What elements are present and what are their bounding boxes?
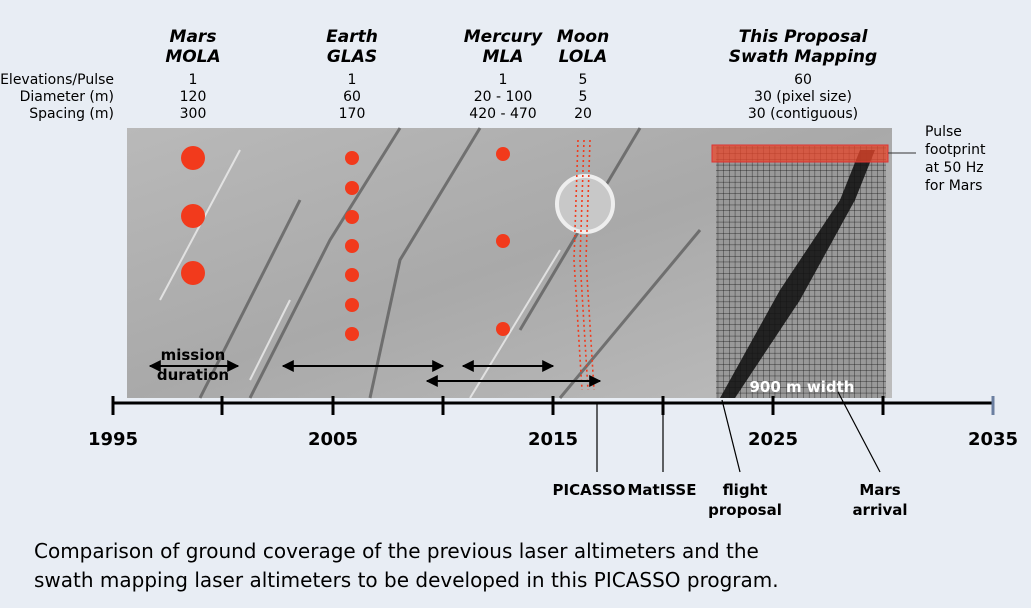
year-label: 2035 — [968, 429, 1018, 450]
year-label: 2025 — [748, 429, 798, 450]
instrument-label: MLA — [483, 47, 524, 67]
elevations: 1 — [499, 72, 508, 88]
milestone-label: Mars — [859, 481, 900, 499]
spacing: 300 — [180, 106, 207, 122]
diameter: 5 — [579, 89, 588, 105]
footprint-note: for Mars — [925, 178, 982, 194]
instrument-label: LOLA — [559, 47, 608, 67]
instrument-name: Mars — [170, 27, 217, 47]
elevations: 60 — [794, 72, 812, 88]
spacing: 170 — [339, 106, 366, 122]
mission-duration: mission — [161, 346, 226, 364]
mission-duration: duration — [157, 366, 229, 384]
swath-width: 900 m width — [750, 378, 855, 396]
instrument-label: GLAS — [327, 47, 377, 67]
diameter: 60 — [343, 89, 361, 105]
instrument-name: This Proposal — [739, 27, 869, 47]
footprint-note: at 50 Hz — [925, 160, 984, 176]
footprint-box — [712, 145, 888, 162]
diameter: 20 - 100 — [474, 89, 533, 105]
milestone-label: flight — [723, 481, 768, 499]
milestone-label: arrival — [852, 501, 907, 519]
year-label: 2005 — [308, 429, 358, 450]
instrument-name: Earth — [326, 27, 378, 47]
year-label: 2015 — [528, 429, 578, 450]
footprint-note: footprint — [925, 142, 986, 158]
spacing: 420 - 470 — [469, 106, 536, 122]
instrument-label: MOLA — [165, 47, 220, 67]
caption: Comparison of ground coverage of the pre… — [34, 539, 759, 563]
elevations: 1 — [189, 72, 198, 88]
milestone-label: proposal — [708, 501, 782, 519]
elevations: 1 — [348, 72, 357, 88]
instrument-label: Swath Mapping — [729, 47, 877, 67]
row-label: Spacing (m) — [29, 106, 114, 122]
caption: swath mapping laser altimeters to be dev… — [34, 568, 779, 592]
milestone-label: PICASSO — [553, 481, 626, 499]
spacing: 30 (contiguous) — [748, 106, 858, 122]
spacing: 20 — [574, 106, 592, 122]
footprint-note: Pulse — [925, 124, 962, 140]
milestone-label: MatISSE — [628, 481, 697, 499]
instrument-name: Mercury — [464, 27, 543, 47]
diameter: 120 — [180, 89, 207, 105]
row-label: Elevations/Pulse — [0, 72, 114, 88]
figure: Elevations/PulseDiameter (m)Spacing (m) M… — [0, 0, 1031, 608]
elevations: 5 — [579, 72, 588, 88]
row-label: Diameter (m) — [20, 89, 114, 105]
instrument-name: Moon — [557, 27, 609, 47]
terrain — [127, 128, 892, 398]
year-label: 1995 — [88, 429, 138, 450]
diameter: 30 (pixel size) — [754, 89, 852, 105]
